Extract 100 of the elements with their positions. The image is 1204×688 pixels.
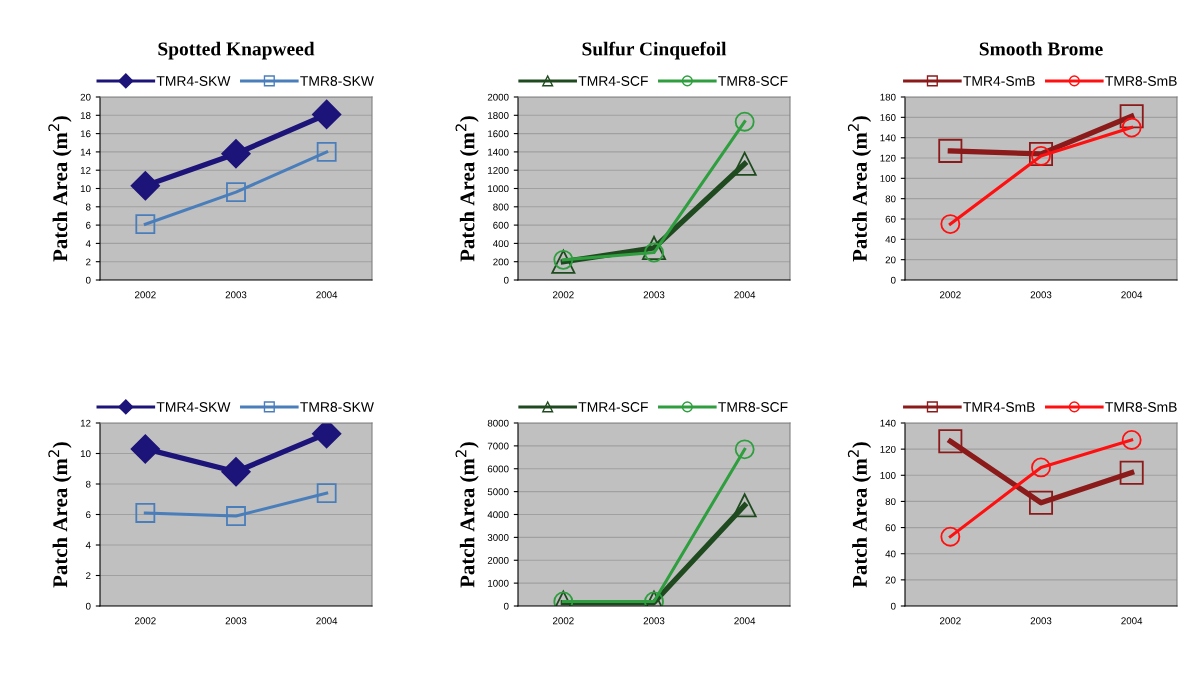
legend-label: TMR4-SKW [156,76,231,86]
y-tick-label: 3000 [487,534,509,541]
y-tick-label: 8000 [487,419,509,427]
y-axis-title: Patch Area (m$^{2}$) [48,442,72,588]
point [1119,104,1144,129]
point [316,483,337,504]
x-tick-label: 2002 [135,617,156,625]
y-tick-label: 1200 [488,166,509,174]
legend-label: TMR4-SKW [156,402,231,412]
y-axis-title: Patch Area (m$^{2}$) [48,116,72,262]
point [1031,457,1051,478]
legend-label: TMR8-SCF [718,76,788,86]
y-tick-label: 0 [503,602,509,610]
y-tick-label: 0 [85,602,91,610]
y-tick-label: 600 [493,221,509,229]
legend-label: TMR8-SKW [300,76,374,86]
x-tick-label: 2004 [734,617,756,625]
point [1121,430,1142,450]
x-tick-label: 2002 [135,291,156,299]
y-tick-label: 120 [880,445,896,453]
y-axis-title: Patch Area (m$^{2}$) [455,116,479,262]
point [732,493,757,518]
y-tick-label: 160 [880,114,896,121]
y-tick-label: 800 [493,203,509,211]
point [641,235,667,260]
y-tick-label: 5000 [487,488,509,496]
y-tick-label: 14 [80,148,91,156]
y-tick-label: 140 [880,134,896,142]
point [226,506,246,526]
y-axis-title: Patch Area (m$^{2}$) [455,442,479,588]
legend-label: TMR4-SmB [963,402,1035,412]
y-tick-label: 4 [85,541,91,549]
x-tick-label: 2004 [734,291,756,299]
x-tick-label: 2002 [553,617,574,625]
x-tick-label: 2003 [643,617,665,625]
point [732,151,757,176]
y-tick-label: 60 [885,524,896,532]
point [1031,146,1051,166]
x-tick-label: 2003 [1030,291,1052,299]
y-tick-label: 140 [880,419,896,427]
y-tick-label: 1000 [488,579,509,587]
y-tick-label: 0 [85,276,91,284]
point [1121,117,1142,138]
point [1028,490,1054,515]
y-tick-label: 4000 [487,511,509,519]
y-tick-label: 10 [80,450,91,458]
y-tick-label: 80 [885,498,896,506]
y-tick-label: 120 [880,154,896,162]
legend-label: TMR4-SmB [963,76,1035,86]
point [226,182,246,203]
x-tick-label: 2004 [316,291,338,299]
y-tick-label: 12 [80,166,91,174]
y-tick-label: 2 [86,258,91,266]
y-tick-label: 1400 [488,148,509,156]
y-tick-label: 1800 [488,112,509,119]
x-tick-label: 2004 [1121,291,1143,299]
legend-label: TMR8-SCF [718,402,788,412]
point [938,429,963,454]
point [734,439,755,460]
legend-label: TMR4-SCF [578,402,648,412]
chart-title: Sulfur Cinquefoil [582,41,727,60]
y-tick-label: 400 [492,240,509,248]
x-tick-label: 2002 [940,291,961,299]
x-tick-label: 2004 [1121,617,1143,625]
y-tick-label: 4 [85,240,91,247]
x-tick-label: 2002 [940,617,961,625]
y-tick-label: 1000 [488,185,509,193]
y-tick-label: 8 [85,203,91,211]
x-tick-label: 2003 [225,291,247,299]
y-tick-label: 6 [86,511,91,519]
y-tick-label: 80 [885,195,896,203]
y-tick-label: 180 [880,93,896,101]
y-tick-label: 40 [885,550,896,558]
x-tick-label: 2002 [553,291,574,299]
point [135,214,156,235]
y-tick-label: 100 [880,472,896,479]
y-tick-label: 2 [86,572,91,580]
y-tick-label: 18 [80,112,91,119]
y-tick-label: 6000 [487,465,509,473]
y-tick-label: 100 [880,175,896,182]
y-tick-label: 200 [493,258,509,266]
y-tick-label: 40 [885,236,896,243]
point [938,138,963,163]
legend-label: TMR4-SCF [578,76,648,86]
point [221,139,251,169]
y-tick-label: 60 [885,215,896,223]
x-tick-label: 2003 [643,291,665,299]
point [135,503,156,523]
y-tick-label: 12 [80,419,91,427]
y-tick-label: 7000 [487,442,509,450]
point [734,111,755,132]
point [1028,141,1054,166]
point [940,526,961,547]
legend-label: TMR8-SmB [1105,402,1177,412]
y-tick-label: 0 [503,276,509,284]
y-tick-label: 0 [890,602,896,610]
point [312,99,342,130]
y-tick-label: 8 [85,480,91,488]
y-tick-label: 16 [80,130,91,138]
y-tick-label: 6 [86,221,91,229]
